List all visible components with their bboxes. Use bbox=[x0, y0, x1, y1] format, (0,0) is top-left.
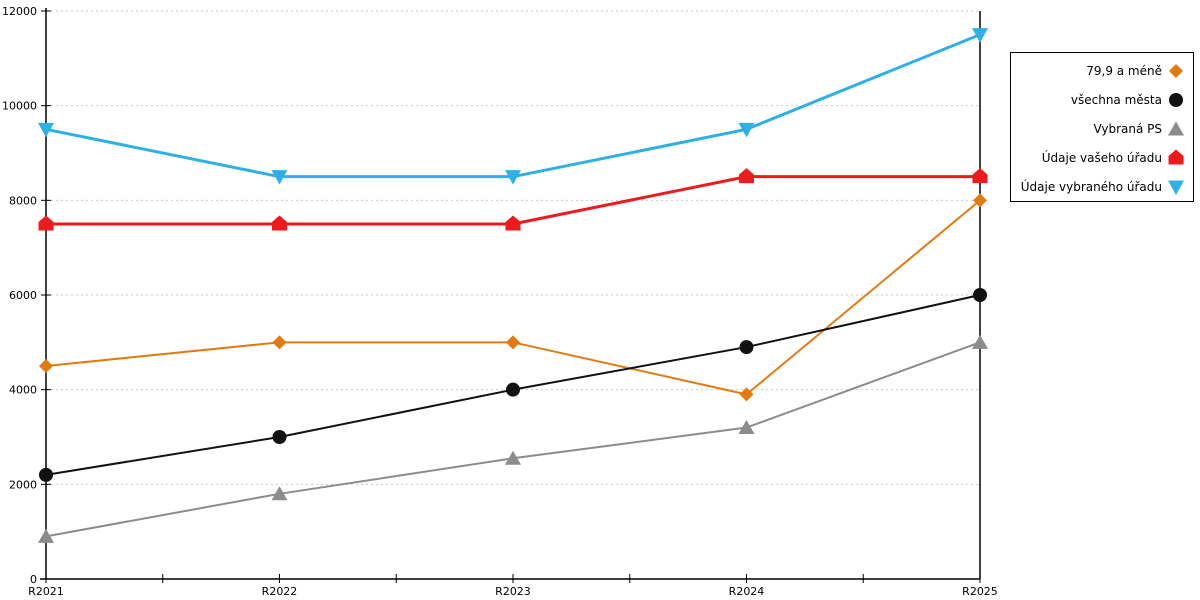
triangle-up-marker-icon bbox=[38, 528, 54, 543]
triangle-down-marker-icon bbox=[972, 28, 988, 43]
triangle-down-marker-icon bbox=[505, 170, 521, 185]
triangle-down-marker-icon bbox=[38, 122, 54, 138]
diamond-marker-icon bbox=[39, 359, 53, 373]
legend-entry-4: Údaje vybraného úřadu bbox=[1011, 172, 1193, 201]
y-tick-label: 8000 bbox=[9, 194, 37, 207]
legend-label: všechna města bbox=[1070, 93, 1162, 108]
legend-entry-3: Údaje vašeho úřadu bbox=[1011, 143, 1193, 172]
diamond-marker-icon bbox=[973, 193, 987, 208]
x-tick-label: R2024 bbox=[729, 585, 765, 598]
diamond-marker-icon bbox=[739, 387, 754, 402]
circle-marker-icon bbox=[1169, 93, 1183, 108]
y-tick-label: 2000 bbox=[9, 478, 37, 491]
pentagon-marker-icon bbox=[272, 215, 287, 231]
x-tick-label: R2022 bbox=[262, 585, 298, 598]
y-tick-label: 10000 bbox=[2, 100, 37, 113]
pentagon-legend-marker-icon bbox=[1168, 149, 1184, 165]
diamond-marker-icon bbox=[506, 335, 520, 350]
pentagon-marker-icon bbox=[739, 168, 754, 184]
triangle-up-marker-icon bbox=[505, 450, 521, 465]
circle-marker-icon bbox=[973, 288, 987, 302]
triangle-down-marker-icon bbox=[271, 170, 288, 185]
legend-label: Údaje vybraného úřadu bbox=[1020, 179, 1162, 194]
legend-entry-0: 79,9 a méně bbox=[1011, 57, 1193, 86]
x-tick-label: R2021 bbox=[28, 585, 64, 598]
circle-marker-icon bbox=[739, 340, 754, 355]
circle-legend-marker-icon bbox=[1169, 93, 1183, 108]
circle-marker-icon bbox=[39, 467, 53, 482]
triangle-up-marker-icon bbox=[271, 486, 288, 501]
diamond-legend-marker-icon bbox=[1169, 64, 1183, 79]
triangle-up-marker-icon bbox=[1168, 121, 1184, 136]
y-tick-label: 0 bbox=[30, 573, 37, 586]
triangle-down-marker-icon bbox=[1168, 180, 1184, 195]
legend-label: Údaje vašeho úřadu bbox=[1041, 150, 1162, 165]
x-tick-label: R2025 bbox=[962, 585, 998, 598]
triangle-down-marker-icon bbox=[738, 122, 755, 138]
diamond-marker-icon bbox=[272, 335, 287, 350]
circle-marker-icon bbox=[272, 430, 287, 444]
triangle-up-marker-icon bbox=[738, 420, 755, 435]
series-line-2 bbox=[45, 341, 981, 538]
legend-label: Vybraná PS bbox=[1093, 121, 1162, 136]
triangle-up-marker-icon bbox=[972, 334, 988, 349]
pentagon-marker-icon bbox=[505, 215, 521, 231]
legend-label: 79,9 a méně bbox=[1086, 64, 1162, 79]
legend-entry-1: všechna města bbox=[1011, 86, 1193, 115]
triangle-down-legend-marker-icon bbox=[1168, 180, 1184, 195]
chart-legend: 79,9 a méně všechna města Vybraná PS Údaje … bbox=[1010, 52, 1194, 202]
triangle-up-legend-marker-icon bbox=[1168, 121, 1184, 136]
pentagon-marker-icon bbox=[1168, 149, 1184, 165]
x-tick-label: R2023 bbox=[495, 585, 531, 598]
diamond-marker-icon bbox=[1169, 64, 1183, 79]
y-tick-label: 4000 bbox=[9, 384, 37, 397]
y-tick-label: 12000 bbox=[2, 5, 37, 18]
pentagon-marker-icon bbox=[972, 168, 988, 184]
legend-entry-2: Vybraná PS bbox=[1011, 115, 1193, 144]
circle-marker-icon bbox=[506, 382, 520, 397]
pentagon-marker-icon bbox=[38, 215, 54, 231]
y-tick-label: 6000 bbox=[9, 289, 37, 302]
